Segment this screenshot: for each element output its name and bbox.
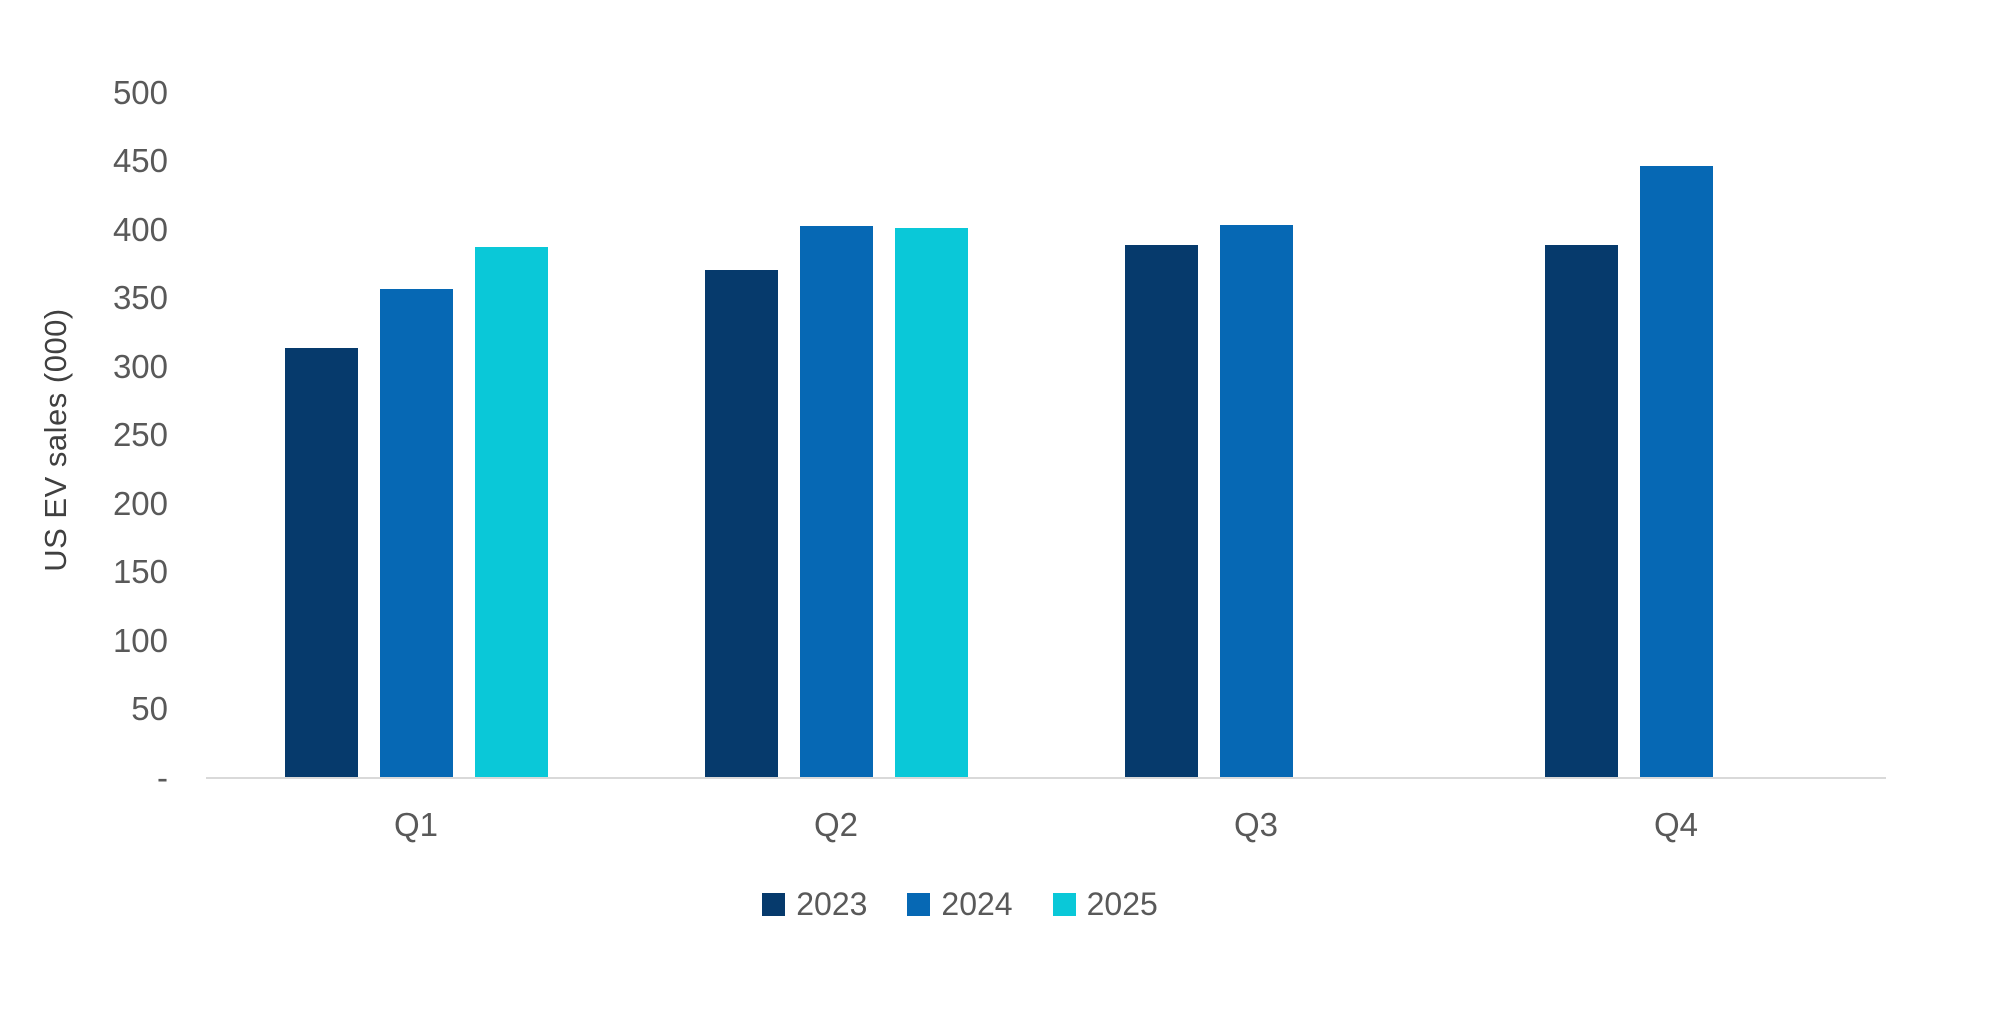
bar-2024-q3 [1219, 224, 1293, 777]
legend-label: 2023 [796, 886, 868, 922]
bar-group-q2 [626, 92, 1046, 777]
plot-area [206, 92, 1886, 779]
y-tick-label: 300 [112, 347, 168, 385]
legend-label: 2025 [1086, 886, 1158, 922]
y-tick-label: 500 [112, 73, 168, 111]
y-tick-label: 150 [112, 553, 168, 590]
y-tick-label: 200 [112, 484, 168, 522]
x-axis-category-labels: Q1 Q2 Q3 Q4 [206, 806, 1886, 850]
legend-swatch-icon [762, 893, 786, 916]
bar-2023-q4 [1544, 245, 1618, 777]
bar-group-q1 [206, 92, 626, 777]
legend: 2023 2024 2025 [0, 886, 1920, 923]
bar-2023-q3 [1124, 245, 1198, 777]
y-tick-label: 350 [112, 279, 168, 316]
bar-group-q4 [1466, 92, 1886, 777]
bar-2023-q1 [284, 348, 358, 777]
x-category-label-q3: Q3 [1233, 806, 1279, 843]
x-axis-line [206, 777, 1886, 779]
bar-group-q3 [1046, 92, 1466, 777]
x-category-label-q1: Q1 [393, 806, 439, 843]
legend-item-2023: 2023 [762, 886, 867, 923]
legend-item-2025: 2025 [1052, 886, 1158, 923]
bar-2025-q1 [474, 246, 548, 777]
legend-label: 2024 [941, 886, 1013, 922]
bar-2024-q1 [379, 289, 453, 777]
y-tick-label: 100 [112, 621, 168, 659]
y-tick-label: - [157, 758, 168, 796]
legend-swatch-icon [1052, 893, 1076, 916]
legend-swatch-icon [907, 893, 931, 916]
x-category-label-q4: Q4 [1653, 806, 1699, 843]
y-tick-label: 50 [131, 690, 168, 727]
bar-2025-q2 [894, 227, 968, 777]
bar-2024-q2 [799, 226, 873, 777]
bar-2024-q4 [1639, 165, 1713, 777]
x-category-label-q2: Q2 [813, 806, 859, 843]
y-axis-tick-labels: 500 450 400 350 300 250 200 150 100 50 - [58, 0, 168, 1022]
bar-2023-q2 [704, 270, 778, 777]
y-tick-label: 400 [112, 210, 168, 248]
y-tick-label: 450 [112, 142, 168, 179]
legend-item-2024: 2024 [907, 886, 1013, 923]
y-tick-label: 250 [112, 416, 168, 453]
